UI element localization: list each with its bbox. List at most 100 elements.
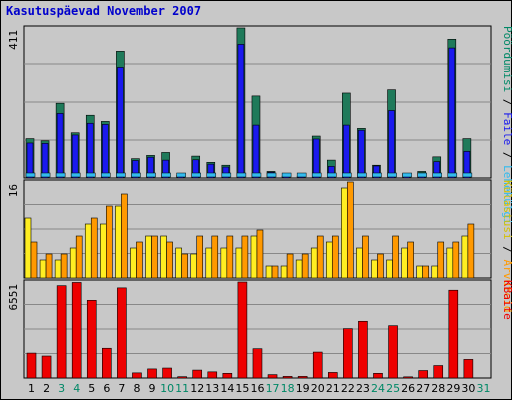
bar-bottom-kbytes-16 [252,348,263,379]
bar-bottom-kbytes-4 [71,282,82,379]
bar-middle-visits-2 [39,259,47,279]
bar-top-pages-28 [432,172,442,178]
bar-top-files-20 [312,138,320,179]
bar-middle-visits-21 [325,241,333,279]
xtick-15: 15 [235,382,249,395]
legend-entry: / [501,145,512,165]
bar-top-pages-21 [327,172,337,178]
bar-top-files-10 [162,159,169,179]
bar-middle-visits-17 [265,265,273,279]
bar-top-files-13 [207,163,215,179]
bar-middle-sites-7 [121,193,128,279]
bar-top-pages-29 [447,172,458,178]
bar-bottom-kbytes-8 [132,372,142,379]
bar-middle-sites-11 [181,253,188,279]
xtick-3: 3 [58,382,65,395]
bar-middle-visits-25 [386,259,393,279]
bar-middle-sites-25 [392,235,399,279]
bar-top-pages-26 [402,172,412,178]
bar-top-files-5 [86,122,94,179]
xtick-10: 10 [160,382,174,395]
bar-top-pages-3 [55,172,66,178]
bar-top-files-2 [41,143,49,179]
bar-bottom-kbytes-13 [207,371,218,379]
xtick-24: 24 [371,382,385,395]
xtick-31: 31 [476,382,490,395]
legend-top: Pöördumisi / Faile / Lehekülgi [501,26,512,225]
bar-bottom-kbytes-9 [147,368,157,379]
bar-top-pages-24 [372,172,382,178]
bar-middle-visits-9 [145,235,152,279]
bar-middle-visits-12 [190,253,198,279]
legend-entry: Lehekülgi [501,165,512,225]
bar-middle-sites-21 [331,235,339,279]
xtick-12: 12 [190,382,204,395]
bar-top-pages-6 [101,172,111,178]
bar-middle-visits-13 [205,247,213,279]
bar-bottom-kbytes-3 [56,285,67,379]
bar-middle-sites-27 [422,265,429,279]
bar-middle-visits-1 [24,217,32,279]
xtick-6: 6 [103,382,110,395]
xtick-2: 2 [43,382,50,395]
bar-middle-visits-10 [160,235,167,279]
bar-top-pages-15 [236,172,247,178]
bar-bottom-kbytes-15 [237,281,248,379]
bar-bottom-kbytes-23 [358,320,368,379]
bar-top-files-29 [448,47,456,179]
bar-middle-sites-18 [286,253,294,279]
bar-top-pages-5 [86,172,96,178]
xtick-14: 14 [220,382,234,395]
bar-top-files-14 [222,166,230,179]
bar-bottom-kbytes-27 [418,370,428,379]
bar-top-pages-8 [131,172,141,178]
ytick-middle: 16 [7,184,20,197]
bar-middle-sites-4 [75,235,83,279]
chart-title: Kasutuspäevad November 2007 [6,4,202,18]
xtick-26: 26 [401,382,415,395]
bar-bottom-kbytes-29 [448,289,459,379]
bar-middle-sites-6 [106,205,113,279]
xtick-16: 16 [251,382,265,395]
bar-top-pages-4 [70,172,81,178]
legend-entry: Külastusi [501,180,512,240]
bar-bottom-kbytes-1 [26,352,37,379]
bar-top-pages-9 [146,172,156,178]
bar-middle-sites-20 [316,235,324,279]
bar-top-files-9 [147,156,154,179]
bar-middle-visits-11 [175,247,182,279]
bar-middle-sites-22 [347,181,354,279]
xtick-20: 20 [311,382,325,395]
bar-middle-sites-9 [151,235,158,279]
xtick-13: 13 [205,382,219,395]
legend-middle: Külastusi / Arvuteid [501,180,512,312]
bar-top-pages-20 [311,172,322,178]
bar-bottom-kbytes-11 [177,376,187,379]
bar-middle-visits-8 [130,247,137,279]
bar-middle-visits-20 [310,247,318,279]
bar-bottom-kbytes-24 [373,373,383,379]
bar-top-pages-27 [417,172,427,178]
bar-middle-visits-29 [446,247,454,279]
xtick-27: 27 [416,382,430,395]
legend-entry: / [501,92,512,112]
bar-bottom-kbytes-20 [312,351,323,379]
bar-top-pages-2 [40,172,51,178]
bar-bottom-kbytes-28 [433,365,444,379]
xtick-21: 21 [326,382,340,395]
bar-middle-visits-5 [84,223,92,279]
ytick-top: 411 [7,30,20,50]
bar-middle-visits-15 [235,247,243,279]
bar-top-files-7 [117,67,124,179]
legend-entry: KBaite [501,280,512,320]
xtick-7: 7 [118,382,125,395]
bar-top-files-30 [463,151,471,179]
bar-top-files-21 [327,166,335,179]
bar-middle-sites-8 [136,241,143,279]
bar-top-pages-23 [357,172,367,178]
bar-middle-sites-19 [301,253,309,279]
bar-middle-sites-17 [271,265,279,279]
bar-top-pages-19 [296,172,307,178]
xtick-18: 18 [281,382,295,395]
